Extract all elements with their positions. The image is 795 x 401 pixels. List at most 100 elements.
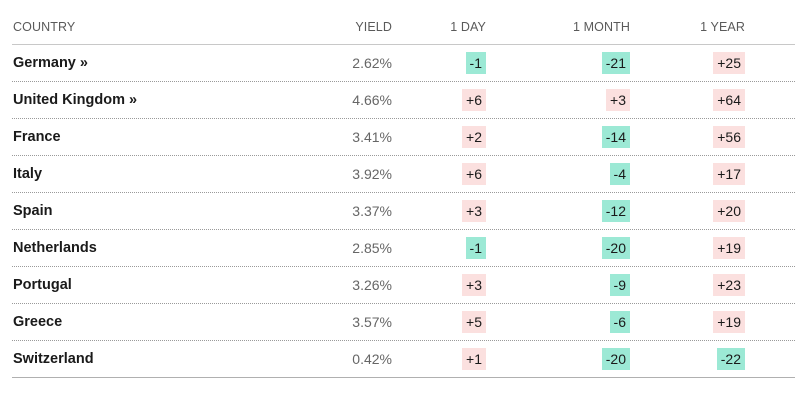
country-name-cell: Netherlands <box>13 230 97 266</box>
table-row: Greece 3.57% +5 -6 +19 <box>12 304 795 341</box>
bond-yields-table: COUNTRY YIELD 1 DAY 1 MONTH 1 YEAR Germa… <box>12 10 795 378</box>
table-header: COUNTRY YIELD 1 DAY 1 MONTH 1 YEAR <box>12 10 795 45</box>
yield-value-cell: 2.85% <box>352 230 392 266</box>
change-1-day-badge-cell: +6 <box>462 82 486 118</box>
header-yield[interactable]: YIELD <box>355 20 392 34</box>
table-row: Switzerland 0.42% +1 -20 -22 <box>12 341 795 378</box>
change-1-month-badge: -14 <box>601 126 630 148</box>
change-1-day-badge-cell: +1 <box>462 341 486 377</box>
country-name-cell: Spain <box>13 193 52 229</box>
change-1-day-badge: -1 <box>465 52 486 74</box>
change-1-month-badge: -6 <box>609 311 630 333</box>
change-1-year-badge-cell: +19 <box>713 304 745 340</box>
change-1-month-badge-cell: -14 <box>601 119 630 155</box>
yield-value-cell: 3.41% <box>352 119 392 155</box>
country-name: Netherlands <box>13 240 97 256</box>
change-1-month-badge-cell: -6 <box>609 304 630 340</box>
change-1-month-badge: -4 <box>609 163 630 185</box>
yield-value: 3.37% <box>352 203 392 219</box>
yield-value-cell: 4.66% <box>352 82 392 118</box>
change-1-day-badge: +3 <box>462 200 486 222</box>
change-1-month-badge: +3 <box>606 89 630 111</box>
header-1-month[interactable]: 1 MONTH <box>573 20 630 34</box>
table-row: Italy 3.92% +6 -4 +17 <box>12 156 795 193</box>
change-1-month-badge: -20 <box>601 348 630 370</box>
table-row: United Kingdom » 4.66% +6 +3 +64 <box>12 82 795 119</box>
yield-value: 3.57% <box>352 314 392 330</box>
country-name: France <box>13 129 61 145</box>
change-1-day-badge: +5 <box>462 311 486 333</box>
header-country[interactable]: COUNTRY <box>13 20 76 34</box>
table-row: Netherlands 2.85% -1 -20 +19 <box>12 230 795 267</box>
table-row: France 3.41% +2 -14 +56 <box>12 119 795 156</box>
yield-value: 2.62% <box>352 55 392 71</box>
country-name-cell: France <box>13 119 61 155</box>
country-name-cell: Portugal <box>13 267 72 303</box>
change-1-month-badge-cell: -4 <box>609 156 630 192</box>
yield-value: 3.41% <box>352 129 392 145</box>
yield-value-cell: 3.26% <box>352 267 392 303</box>
country-link[interactable]: United Kingdom » <box>13 92 138 108</box>
change-1-month-badge: -21 <box>601 52 630 74</box>
change-1-year-badge: +56 <box>713 126 745 148</box>
yield-value: 4.66% <box>352 92 392 108</box>
change-1-day-badge: +1 <box>462 348 486 370</box>
yield-value-cell: 2.62% <box>352 45 392 81</box>
table-row: Portugal 3.26% +3 -9 +23 <box>12 267 795 304</box>
change-1-day-badge-cell: +6 <box>462 156 486 192</box>
change-1-day-badge: -1 <box>465 237 486 259</box>
country-link-cell: United Kingdom » <box>13 82 137 118</box>
change-1-day-badge-cell: +3 <box>462 193 486 229</box>
change-1-month-badge-cell: -20 <box>601 341 630 377</box>
yield-value: 0.42% <box>352 351 392 367</box>
change-1-year-badge: -22 <box>716 348 745 370</box>
country-name-cell: Switzerland <box>13 341 94 377</box>
yield-value-cell: 3.92% <box>352 156 392 192</box>
country-name: Spain <box>13 203 53 219</box>
change-1-month-badge-cell: -12 <box>601 193 630 229</box>
yield-value: 2.85% <box>352 240 392 256</box>
table-body: Germany » 2.62% -1 -21 +25 United Kingdom » 4.… <box>12 45 795 378</box>
header-1-year[interactable]: 1 YEAR <box>700 20 745 34</box>
change-1-day-badge: +6 <box>462 89 486 111</box>
country-name: Italy <box>13 166 43 182</box>
change-1-day-badge-cell: -1 <box>465 230 486 266</box>
change-1-year-badge-cell: +56 <box>713 119 745 155</box>
change-1-month-badge-cell: -20 <box>601 230 630 266</box>
change-1-year-badge: +17 <box>713 163 745 185</box>
change-1-year-badge: +25 <box>713 52 745 74</box>
change-1-year-badge-cell: +19 <box>713 230 745 266</box>
change-1-year-badge: +19 <box>713 311 745 333</box>
change-1-day-badge-cell: +3 <box>462 267 486 303</box>
country-link-cell: Germany » <box>13 45 88 81</box>
change-1-day-badge-cell: +2 <box>462 119 486 155</box>
country-name-cell: Greece <box>13 304 62 340</box>
yield-value: 3.92% <box>352 166 392 182</box>
change-1-year-badge-cell: +20 <box>713 193 745 229</box>
change-1-year-badge-cell: +23 <box>713 267 745 303</box>
change-1-month-badge: -12 <box>601 200 630 222</box>
table-row: Spain 3.37% +3 -12 +20 <box>12 193 795 230</box>
change-1-month-badge-cell: -9 <box>609 267 630 303</box>
change-1-year-badge: +20 <box>713 200 745 222</box>
change-1-year-badge: +64 <box>713 89 745 111</box>
change-1-day-badge: +3 <box>462 274 486 296</box>
change-1-year-badge-cell: +17 <box>713 156 745 192</box>
change-1-day-badge: +6 <box>462 163 486 185</box>
change-1-year-badge-cell: +25 <box>713 45 745 81</box>
header-1-day[interactable]: 1 DAY <box>450 20 486 34</box>
change-1-year-badge: +19 <box>713 237 745 259</box>
change-1-month-badge: -9 <box>609 274 630 296</box>
change-1-day-badge: +2 <box>462 126 486 148</box>
change-1-month-badge-cell: -21 <box>601 45 630 81</box>
country-name: Greece <box>13 314 63 330</box>
change-1-month-badge: -20 <box>601 237 630 259</box>
country-name: Switzerland <box>13 351 94 367</box>
change-1-year-badge-cell: +64 <box>713 82 745 118</box>
country-name: Portugal <box>13 277 72 293</box>
country-link[interactable]: Germany » <box>13 55 88 71</box>
change-1-day-badge-cell: +5 <box>462 304 486 340</box>
change-1-month-badge-cell: +3 <box>606 82 630 118</box>
yield-value-cell: 3.57% <box>352 304 392 340</box>
yield-value: 3.26% <box>352 277 392 293</box>
